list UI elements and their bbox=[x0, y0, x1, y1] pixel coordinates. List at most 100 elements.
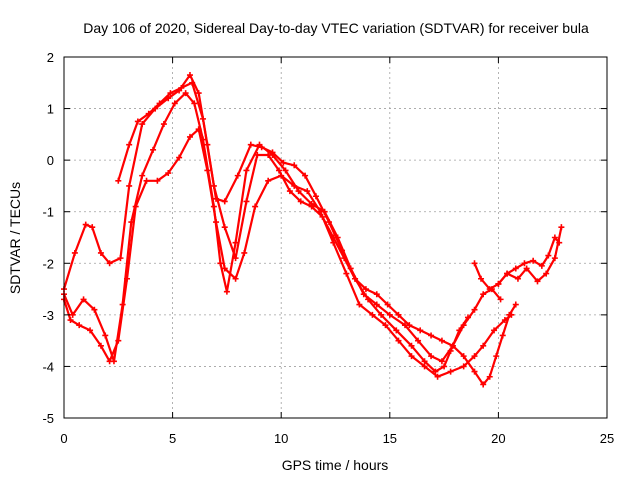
data-point bbox=[106, 260, 113, 267]
data-point bbox=[82, 221, 89, 228]
data-point bbox=[534, 278, 541, 285]
data-point bbox=[189, 79, 196, 86]
data-point bbox=[150, 146, 157, 153]
data-point bbox=[154, 177, 161, 184]
data-point bbox=[471, 353, 478, 360]
data-point bbox=[551, 234, 558, 241]
data-point bbox=[123, 275, 130, 282]
data-point bbox=[343, 270, 350, 277]
data-point bbox=[438, 337, 445, 344]
data-point bbox=[530, 257, 537, 264]
y-tick-label: 1 bbox=[47, 102, 54, 117]
data-point bbox=[265, 177, 272, 184]
data-point bbox=[69, 311, 76, 318]
data-point bbox=[373, 291, 380, 298]
data-point bbox=[265, 151, 272, 158]
data-point bbox=[480, 381, 487, 388]
series-sat-track-c bbox=[61, 126, 515, 380]
data-point bbox=[512, 301, 519, 308]
data-point bbox=[447, 368, 454, 375]
data-point bbox=[241, 249, 248, 256]
x-tick-label: 0 bbox=[60, 431, 67, 446]
data-point bbox=[428, 332, 435, 339]
data-point bbox=[330, 234, 337, 241]
data-point bbox=[87, 327, 94, 334]
x-tick-label: 25 bbox=[600, 431, 614, 446]
data-point bbox=[319, 213, 326, 220]
data-point bbox=[195, 126, 202, 133]
data-point bbox=[493, 353, 500, 360]
data-point bbox=[480, 291, 487, 298]
x-tick-label: 15 bbox=[383, 431, 397, 446]
data-point bbox=[514, 275, 521, 282]
data-point bbox=[291, 182, 298, 189]
data-point bbox=[386, 311, 393, 318]
data-point bbox=[282, 167, 289, 174]
data-point bbox=[302, 172, 309, 179]
data-point bbox=[395, 337, 402, 344]
data-point bbox=[89, 224, 96, 231]
data-point bbox=[167, 90, 174, 97]
data-point bbox=[217, 260, 224, 267]
data-point bbox=[115, 337, 122, 344]
data-point bbox=[221, 224, 228, 231]
data-point bbox=[126, 182, 133, 189]
data-point bbox=[304, 188, 311, 195]
data-point bbox=[523, 265, 530, 272]
data-point bbox=[97, 342, 104, 349]
data-point bbox=[223, 288, 230, 295]
data-point bbox=[176, 154, 183, 161]
series-sat-track-b bbox=[61, 90, 504, 365]
data-point bbox=[408, 342, 415, 349]
data-point bbox=[406, 322, 413, 329]
data-point bbox=[132, 203, 139, 210]
data-point bbox=[232, 275, 239, 282]
series-layer bbox=[61, 72, 565, 388]
data-point bbox=[551, 255, 558, 262]
data-point bbox=[286, 188, 293, 195]
data-point bbox=[543, 270, 550, 277]
data-point bbox=[393, 327, 400, 334]
x-axis-label: GPS time / hours bbox=[282, 457, 389, 473]
data-point bbox=[521, 260, 528, 267]
data-point bbox=[506, 311, 513, 318]
series-line bbox=[497, 226, 563, 285]
data-point bbox=[378, 311, 385, 318]
data-point bbox=[308, 203, 315, 210]
data-point bbox=[243, 198, 250, 205]
data-point bbox=[234, 172, 241, 179]
data-point bbox=[373, 301, 380, 308]
data-point bbox=[221, 265, 228, 272]
data-point bbox=[71, 249, 78, 256]
data-point bbox=[369, 311, 376, 318]
y-axis-label: SDTVAR / TECUs bbox=[7, 182, 23, 294]
data-point bbox=[471, 260, 478, 267]
data-point bbox=[449, 342, 456, 349]
data-point bbox=[295, 188, 302, 195]
data-point bbox=[312, 193, 319, 200]
data-point bbox=[232, 255, 239, 262]
data-point bbox=[471, 306, 478, 313]
data-point bbox=[106, 358, 113, 365]
series-line bbox=[62, 128, 513, 378]
data-point bbox=[210, 182, 217, 189]
data-point bbox=[491, 327, 498, 334]
data-point bbox=[80, 296, 87, 303]
data-point bbox=[495, 280, 502, 287]
data-point bbox=[421, 358, 428, 365]
y-tick-label: -4 bbox=[42, 359, 54, 374]
y-tick-label: -3 bbox=[42, 308, 54, 323]
data-point bbox=[341, 255, 348, 262]
data-point bbox=[213, 219, 220, 226]
data-point bbox=[252, 203, 259, 210]
y-tick-label: -5 bbox=[42, 411, 54, 426]
data-point bbox=[160, 121, 167, 128]
data-point bbox=[360, 291, 367, 298]
data-point bbox=[384, 301, 391, 308]
series-line bbox=[117, 81, 517, 386]
data-point bbox=[395, 311, 402, 318]
data-point bbox=[362, 286, 369, 293]
data-point bbox=[297, 198, 304, 205]
y-tick-label: -2 bbox=[42, 256, 54, 271]
